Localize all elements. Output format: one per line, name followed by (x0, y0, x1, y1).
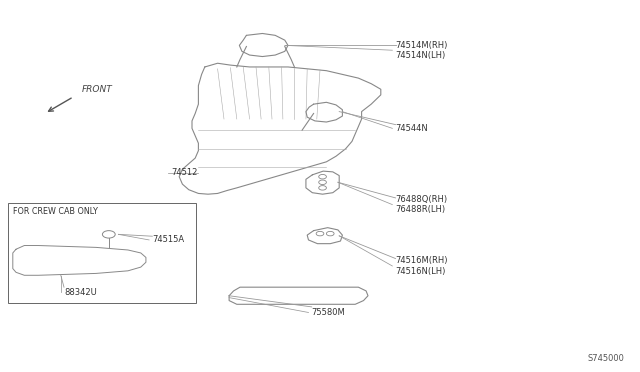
Bar (8, 203, 196, 303)
Text: 74516M(RH)
74516N(LH): 74516M(RH) 74516N(LH) (396, 256, 448, 276)
Text: 75580M: 75580M (312, 308, 346, 317)
Text: 74512: 74512 (172, 169, 198, 177)
Text: 88342U: 88342U (64, 288, 97, 296)
Text: FOR CREW CAB ONLY: FOR CREW CAB ONLY (13, 207, 98, 216)
Text: 74514M(RH)
74514N(LH): 74514M(RH) 74514N(LH) (396, 41, 448, 60)
Text: S745000: S745000 (587, 354, 624, 363)
Text: 76488Q(RH)
76488R(LH): 76488Q(RH) 76488R(LH) (396, 195, 447, 214)
Text: 74544N: 74544N (396, 124, 428, 133)
Text: FRONT: FRONT (82, 85, 113, 94)
Text: 74515A: 74515A (152, 235, 184, 244)
